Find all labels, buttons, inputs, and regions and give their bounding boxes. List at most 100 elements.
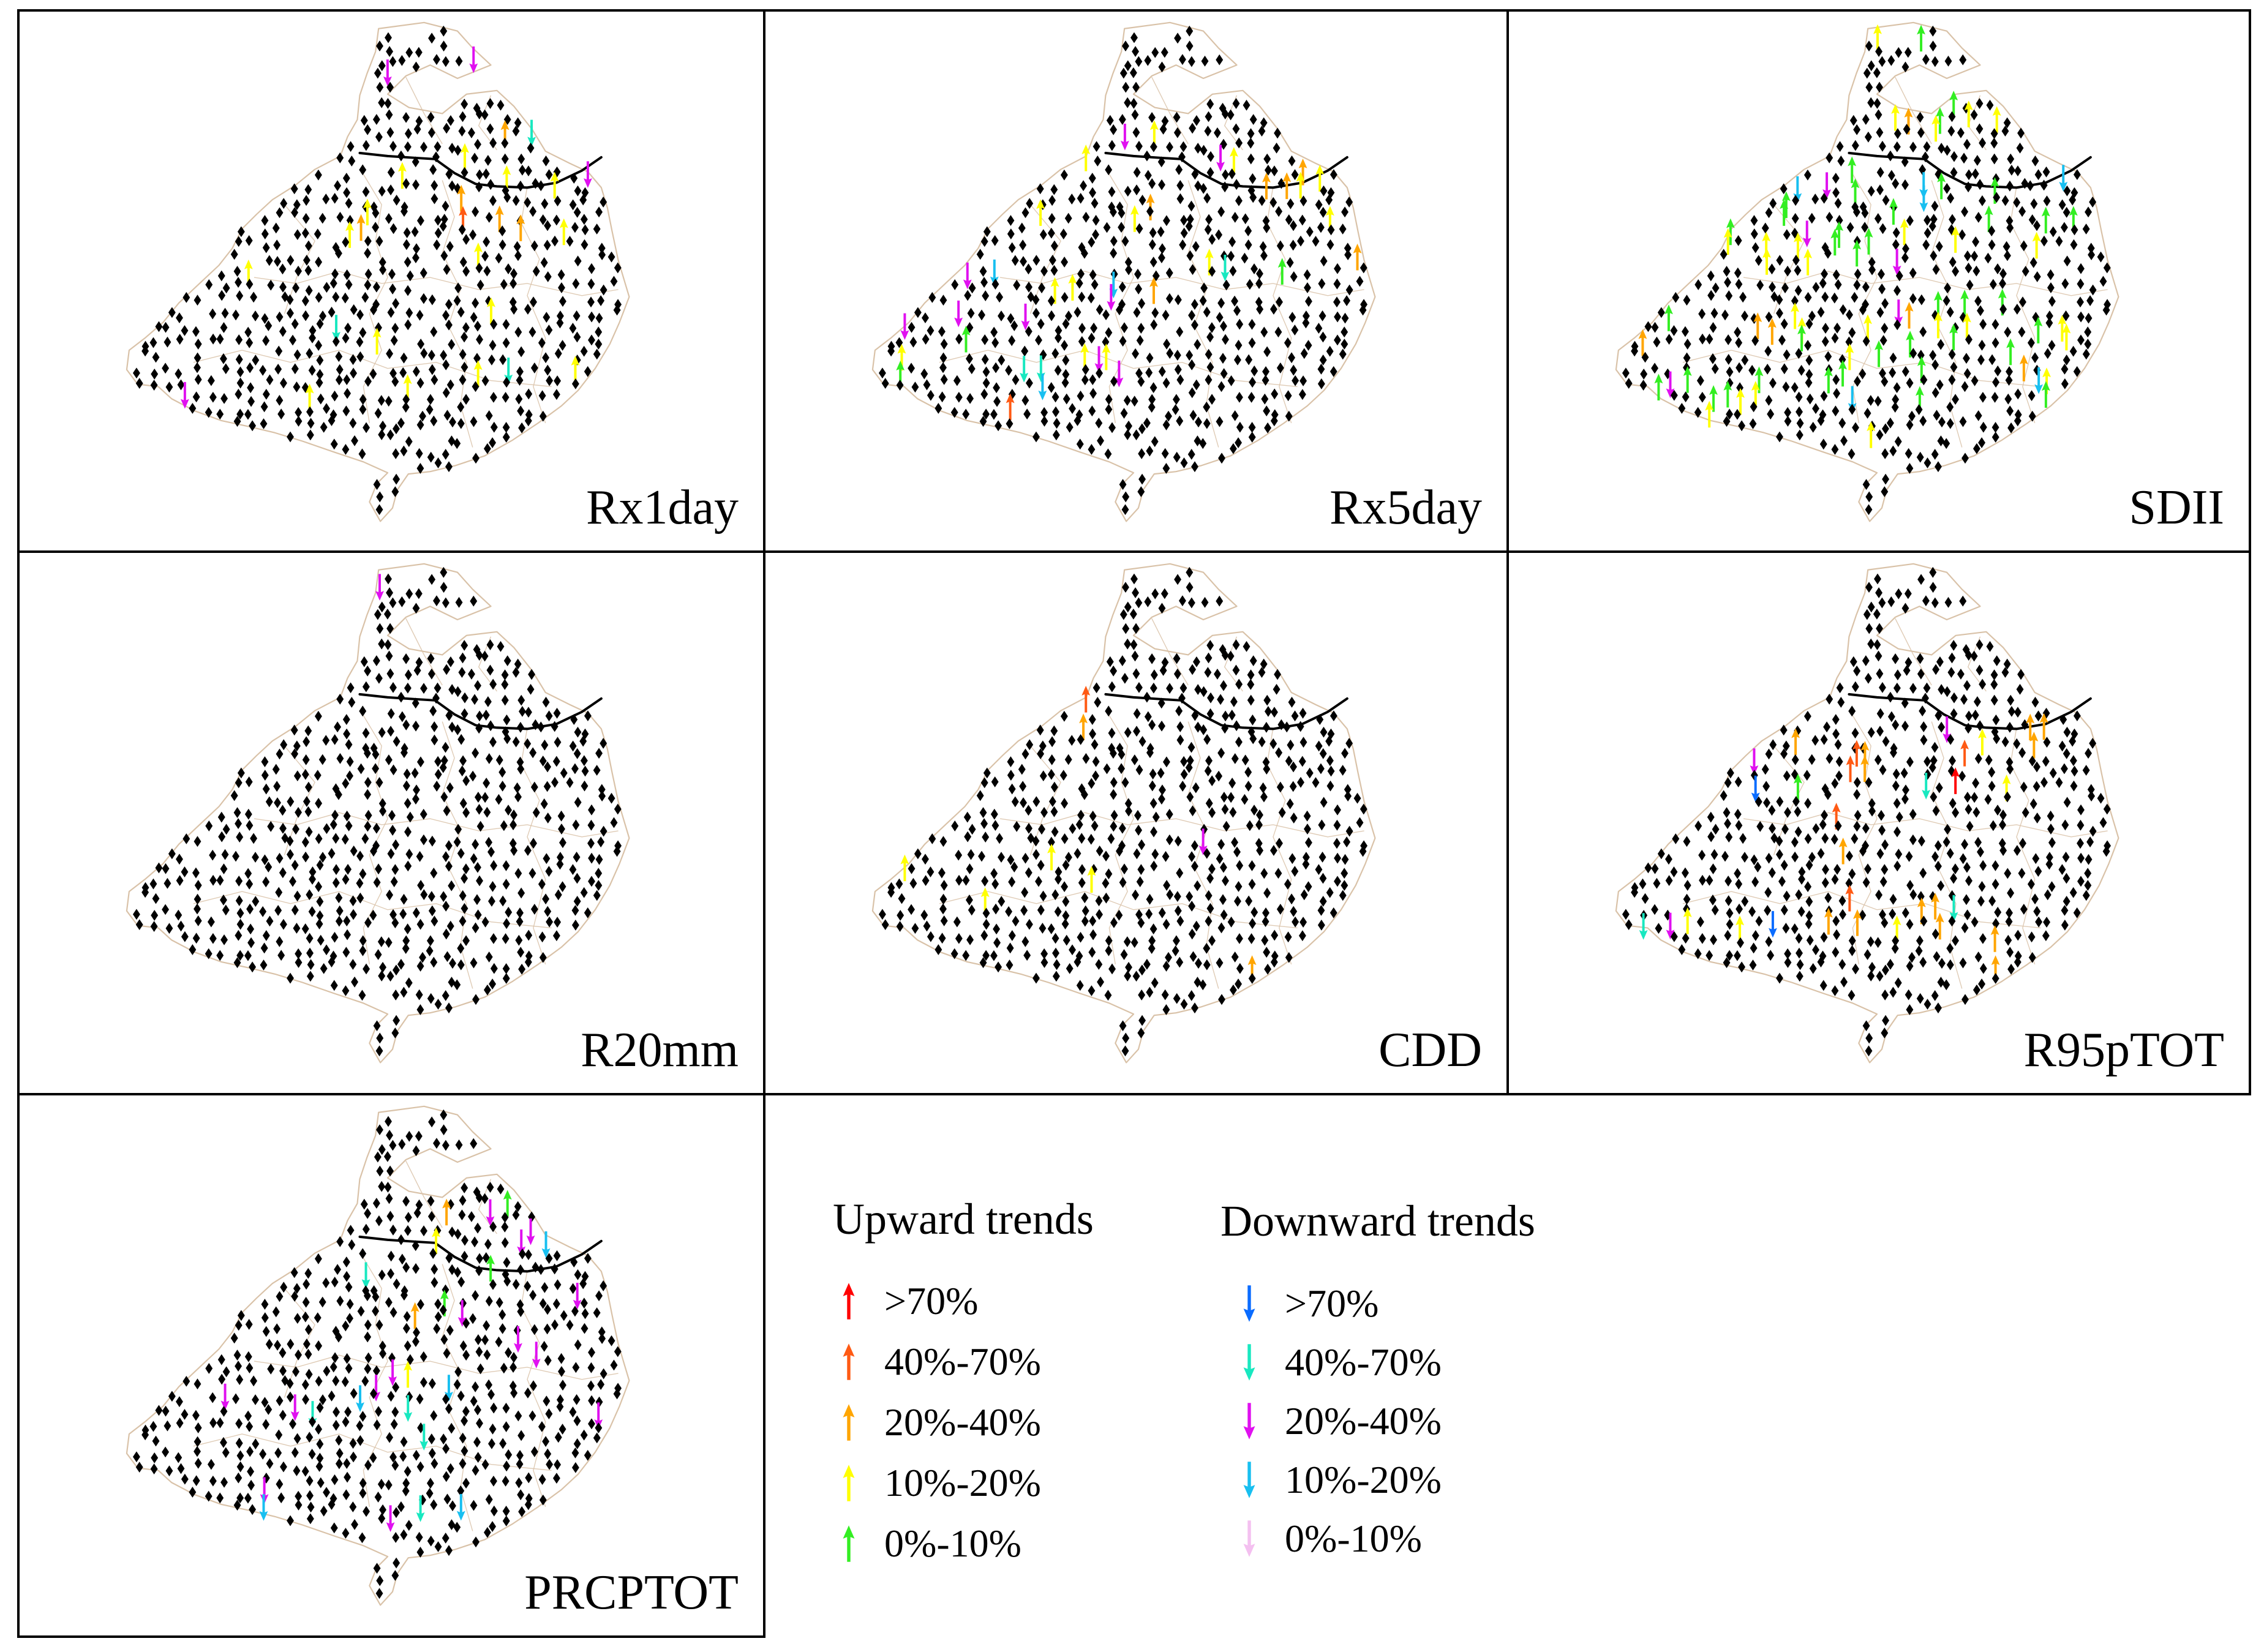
station-marker <box>1162 215 1170 227</box>
station-marker <box>434 682 442 694</box>
station-marker <box>149 337 157 348</box>
station-marker <box>364 1319 372 1331</box>
station-marker <box>1304 824 1311 835</box>
station-marker <box>1066 963 1074 974</box>
up-arrow-icon <box>1050 277 1059 304</box>
station-marker <box>373 877 381 888</box>
station-marker <box>468 127 475 138</box>
station-marker <box>545 1253 553 1264</box>
station-marker <box>966 934 974 945</box>
station-marker <box>559 296 566 307</box>
station-marker <box>475 1265 483 1277</box>
station-marker <box>247 923 255 935</box>
station-marker <box>323 944 330 956</box>
down-arrow-icon <box>900 313 909 340</box>
station-marker <box>391 864 399 875</box>
up-arrow-icon <box>843 1465 855 1501</box>
station-marker <box>1229 265 1237 277</box>
station-marker <box>490 933 497 944</box>
station-marker <box>360 1198 368 1210</box>
station-marker <box>1020 256 1027 267</box>
station-marker <box>290 183 298 195</box>
station-marker <box>2005 375 2013 386</box>
station-marker <box>1108 963 1116 975</box>
station-marker <box>372 1365 380 1376</box>
station-marker <box>1088 985 1096 996</box>
station-marker <box>1021 887 1029 898</box>
station-marker <box>431 193 438 205</box>
station-marker <box>1865 491 1873 503</box>
station-marker <box>1710 934 1717 945</box>
station-marker <box>1203 734 1211 745</box>
station-marker <box>1216 853 1224 865</box>
station-marker <box>2089 197 2097 208</box>
station-marker <box>1812 944 1819 956</box>
station-marker <box>404 923 412 935</box>
station-marker <box>1694 279 1702 290</box>
station-marker <box>217 1354 225 1365</box>
station-marker <box>1976 98 1984 109</box>
station-marker <box>359 705 367 717</box>
station-marker <box>295 415 303 427</box>
station-marker <box>1326 239 1334 250</box>
station-marker <box>476 334 483 345</box>
station-marker <box>1965 710 1973 722</box>
station-marker <box>175 909 182 921</box>
station-marker <box>1176 415 1184 427</box>
station-marker <box>475 1192 483 1203</box>
down-arrow-icon <box>1848 386 1857 413</box>
station-marker <box>1148 111 1156 123</box>
station-marker <box>430 1499 438 1511</box>
station-marker <box>503 918 511 929</box>
station-marker <box>1105 164 1113 176</box>
station-marker <box>222 1447 230 1459</box>
station-marker <box>417 338 425 350</box>
station-marker <box>364 247 372 259</box>
station-marker <box>1876 708 1884 719</box>
station-marker <box>1906 377 1914 389</box>
station-marker <box>265 1404 273 1415</box>
station-marker <box>265 255 273 266</box>
station-marker <box>359 1477 367 1489</box>
station-marker <box>560 767 568 779</box>
region-boundary <box>126 563 630 1064</box>
station-marker <box>279 263 287 275</box>
station-marker <box>545 710 553 722</box>
station-marker <box>2021 807 2029 818</box>
station-marker <box>1961 206 1969 217</box>
station-marker <box>279 1365 287 1376</box>
station-marker <box>1326 755 1334 767</box>
station-marker <box>573 1415 581 1427</box>
station-marker <box>391 1570 399 1581</box>
station-marker <box>1947 126 1955 137</box>
station-marker <box>1923 682 1931 694</box>
station-marker <box>1062 910 1070 922</box>
station-marker <box>411 226 419 238</box>
station-marker <box>387 726 394 737</box>
station-marker <box>356 1435 364 1446</box>
station-marker <box>570 714 578 725</box>
station-marker <box>1194 435 1202 447</box>
station-marker <box>1077 931 1085 943</box>
station-marker <box>428 905 436 917</box>
station-marker <box>976 790 984 802</box>
station-marker <box>998 310 1005 321</box>
down-arrow-icon <box>1038 374 1047 400</box>
station-marker <box>442 990 449 1001</box>
station-marker <box>543 781 551 792</box>
station-marker <box>378 429 386 440</box>
station-marker <box>434 1311 442 1323</box>
station-marker <box>1733 950 1741 961</box>
station-marker <box>1187 742 1195 753</box>
station-marker <box>600 738 607 749</box>
station-marker <box>489 880 497 892</box>
station-marker <box>502 963 510 974</box>
station-marker <box>1824 351 1832 362</box>
station-marker <box>1091 198 1099 209</box>
station-marker <box>476 169 484 181</box>
station-marker <box>1135 597 1143 609</box>
station-marker <box>412 1449 420 1461</box>
station-marker <box>445 461 453 473</box>
station-marker <box>2061 363 2069 375</box>
station-marker <box>482 1252 490 1263</box>
